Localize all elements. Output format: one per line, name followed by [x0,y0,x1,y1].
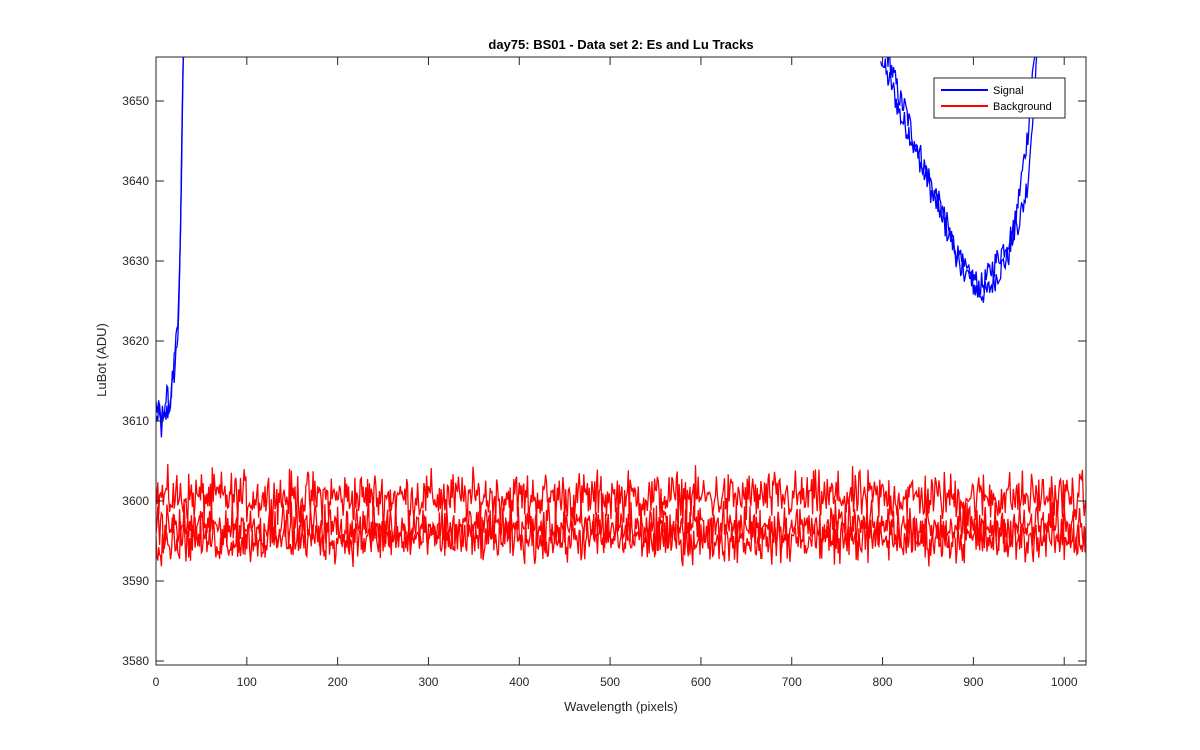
series-layer [156,57,1086,567]
y-tick-label: 3650 [122,94,149,108]
series-signal-line [156,57,1038,424]
y-axis-label: LuBot (ADU) [94,323,109,397]
y-tick-label: 3600 [122,494,149,508]
x-tick-label: 500 [600,675,620,689]
plot-area: 0 100 200 300 400 500 600 700 800 900 1000 3580 359… [122,56,1087,689]
x-tick-label: 900 [963,675,983,689]
x-axis: 0 100 200 300 400 500 600 700 800 900 1000 [153,57,1078,689]
y-tick-label: 3640 [122,174,149,188]
series-background-line [156,498,1086,556]
x-tick-label: 0 [153,675,160,689]
x-tick-label: 600 [691,675,711,689]
y-tick-label: 3630 [122,254,149,268]
series-background-line [156,463,1086,533]
x-tick-label: 100 [237,675,257,689]
x-tick-label: 800 [873,675,893,689]
chart-title: day75: BS01 - Data set 2: Es and Lu Trac… [488,37,753,52]
y-tick-label: 3620 [122,334,149,348]
series-background-line [156,510,1086,567]
x-tick-label: 200 [328,675,348,689]
legend-background-label: Background [993,101,1052,113]
y-tick-label: 3590 [122,574,149,588]
plot-background [156,57,1086,665]
x-tick-label: 1000 [1051,675,1078,689]
legend: Signal Background [933,77,1066,119]
y-tick-label: 3610 [122,414,149,428]
y-tick-label: 3580 [122,654,149,668]
y-axis: 3580 3590 3600 3610 3620 3630 3640 3650 [122,94,1086,668]
legend-signal-label: Signal [993,85,1024,97]
x-tick-label: 400 [509,675,529,689]
legend-box [933,77,1066,119]
x-axis-label: Wavelength (pixels) [564,699,678,714]
x-tick-label: 700 [782,675,802,689]
plot-box [155,56,1087,666]
x-tick-label: 300 [418,675,438,689]
